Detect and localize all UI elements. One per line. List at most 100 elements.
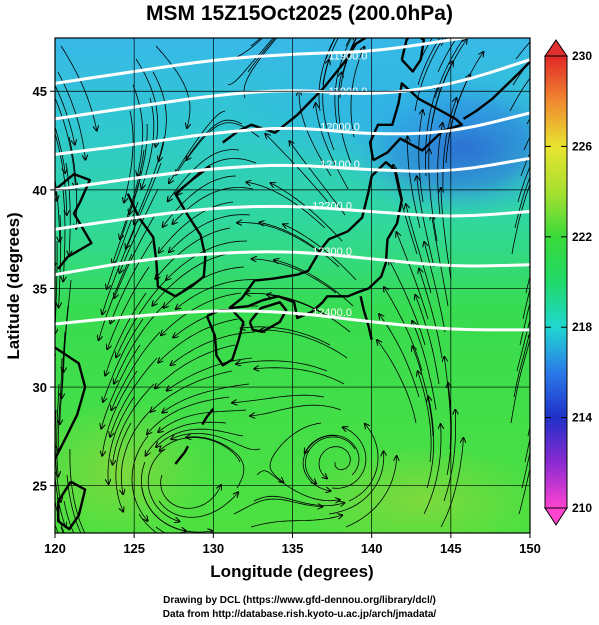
coastline-primorye [222,38,368,144]
streamline [126,162,162,248]
contour-label: 11900.0 [328,51,367,63]
streamline [524,436,530,463]
streamline [256,469,340,500]
streamline [417,176,435,268]
x-axis-label: Longitude (degrees) [210,562,373,581]
streamline [158,492,238,518]
streamline [515,41,530,60]
streamline [418,110,423,203]
streamline [512,60,530,86]
streamline [147,396,230,434]
streamline [43,202,48,294]
contour-line [55,250,530,277]
streamline [442,98,457,190]
streamline [53,267,54,359]
contour-label: 11900.0 [328,86,367,98]
streamline [345,456,397,528]
height-contours: 11900.0 11900.0 12000.0 12100.0 12200.0 12300… [55,38,530,332]
streamline [414,38,444,112]
streamline [425,85,439,177]
coastlines [55,38,530,531]
streamline [384,287,423,372]
streamline [253,495,344,505]
streamline [156,428,244,447]
streamline [119,188,159,273]
streamline [142,97,155,189]
contour-label: 12100.0 [320,159,360,171]
colorbar-min-arrow [544,507,568,526]
streamline [511,183,530,255]
map-plot-area[interactable]: 11900.0 11900.0 12000.0 12100.0 12200.0 12300… [30,0,599,601]
streamline [415,295,440,385]
warm-field-region [55,400,210,533]
streamline [57,383,59,476]
streamline [397,232,429,320]
colorbar-max-arrow [544,39,568,57]
y-tick-label: 45 [33,84,47,99]
streamline [51,293,52,385]
streamline [102,370,138,456]
x-tick-label: 150 [519,541,541,556]
streamline [437,123,443,216]
y-tick-label: 25 [33,479,47,494]
streamline [60,331,66,424]
y-axis-label: Latitude (degrees) [4,212,23,359]
x-tick-label: 140 [361,541,383,556]
coastline-amami [201,408,215,426]
streamline [412,321,437,411]
streamline [322,60,335,151]
streamline [536,0,599,46]
streamline [440,438,463,528]
streamline [55,176,60,242]
coastline-hokkaido [368,82,464,162]
streamline [424,242,446,333]
streamline [521,450,530,489]
streamline [155,227,231,279]
x-tick-label: 145 [440,541,462,556]
grid-lines [55,38,530,533]
streamline [138,513,158,533]
streamline [254,368,345,385]
streamline [237,223,323,255]
streamline [107,266,150,349]
streamline [437,38,458,73]
coastline-ryukyu [174,445,190,465]
streamline [102,227,136,314]
streamline [510,333,530,424]
streamline [152,253,228,306]
streamline [132,84,144,176]
streamline [236,361,328,372]
streamline [160,436,241,463]
contour-label: 12400.0 [312,307,352,319]
streamline [406,204,432,294]
streamline [115,422,132,512]
contour-label: 12000.0 [320,122,360,134]
streamline [131,435,148,521]
streamline [55,498,65,533]
streamline [99,253,133,340]
streamline [265,134,329,203]
streamline [520,152,530,177]
streamline [246,182,326,229]
streamline [423,424,441,515]
streamline [227,38,274,86]
streamline [168,149,240,202]
streamline [110,240,153,323]
streamline [232,394,325,403]
coastline-kurils [462,60,530,120]
streamline [259,223,340,268]
streamline [155,344,236,388]
streamline [420,38,433,60]
streamline [110,357,158,437]
streamline [318,38,336,112]
streamline [318,446,351,479]
streamline [113,383,155,465]
streamline [158,318,239,363]
streamline [429,149,438,242]
streamline [427,397,435,489]
streamline [447,383,451,476]
colorbar-tick-label: 230 [572,49,592,63]
streamline [60,45,97,131]
streamline [393,165,418,255]
streamline [331,427,367,489]
